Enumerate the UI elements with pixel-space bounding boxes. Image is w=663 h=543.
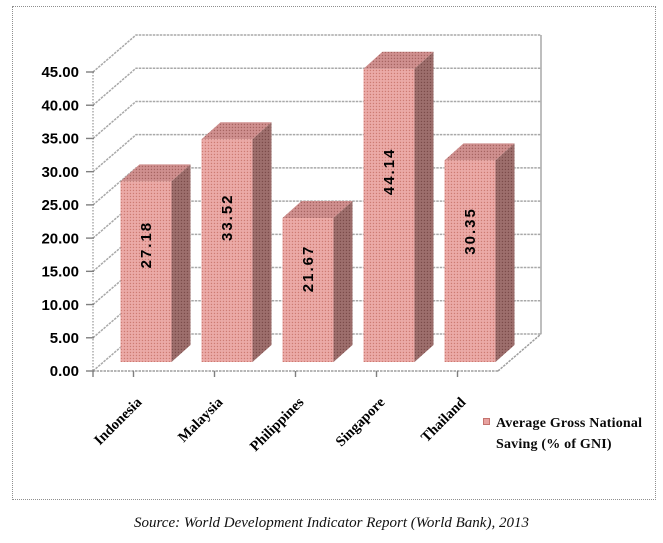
legend-label-line1: Average Gross National <box>496 416 643 431</box>
gridline <box>92 67 541 106</box>
bar-front-face <box>282 218 334 362</box>
bar-top-face <box>363 51 434 69</box>
category-label: Philippines <box>247 394 308 455</box>
y-axis-tick-label: 40.00 <box>41 97 79 114</box>
legend: Average Gross National Saving (% of GNI) <box>483 413 651 455</box>
bar-side-face <box>495 143 515 362</box>
y-axis-tick-label: 25.00 <box>41 197 79 214</box>
bar-value-label: 21.67 <box>300 245 317 293</box>
bar-top-face <box>120 164 191 182</box>
bar-top-face <box>282 201 353 219</box>
y-axis-tick-label: 20.00 <box>41 230 79 247</box>
legend-label: Average Gross National Saving (% of GNI) <box>496 413 642 455</box>
bar-value-label: 30.35 <box>462 207 479 255</box>
y-axis-tick-label: 45.00 <box>41 64 79 81</box>
bar-value-label: 27.18 <box>138 221 155 269</box>
source-note: Source: World Development Indicator Repo… <box>134 515 529 531</box>
gridline <box>92 100 541 140</box>
category-label: Indonesia <box>91 394 146 449</box>
category-label: Thailand <box>418 395 469 446</box>
legend-label-line2: Saving (% of GNI) <box>496 437 612 452</box>
bar-side-face <box>414 51 434 362</box>
bar-side-face <box>252 122 272 362</box>
y-axis-tick-label: 35.00 <box>41 131 79 148</box>
legend-marker-icon <box>483 418 490 425</box>
bar-value-label: 44.14 <box>381 148 398 196</box>
y-axis-tick-label: 15.00 <box>41 264 79 281</box>
bar-front-face <box>201 139 253 362</box>
y-axis-tick-label: 30.00 <box>41 164 79 181</box>
bar-side-face <box>171 164 191 362</box>
y-axis-tick-label: 10.00 <box>41 297 79 314</box>
bar-side-face <box>333 201 353 362</box>
bar-value-label: 33.52 <box>219 193 236 241</box>
y-axis-tick-label: 0.00 <box>50 363 79 380</box>
category-axis-depth-edge <box>497 333 542 372</box>
y-axis-tick-label: 5.00 <box>50 330 79 347</box>
gridline <box>92 34 541 73</box>
bar-front-face <box>363 68 415 362</box>
category-label: Malaysia <box>175 394 227 446</box>
bar-top-face <box>444 143 515 161</box>
bar-front-face <box>120 181 172 362</box>
bar-top-face <box>201 122 272 140</box>
bar-front-face <box>444 160 496 362</box>
category-label: Singapore <box>333 394 389 450</box>
